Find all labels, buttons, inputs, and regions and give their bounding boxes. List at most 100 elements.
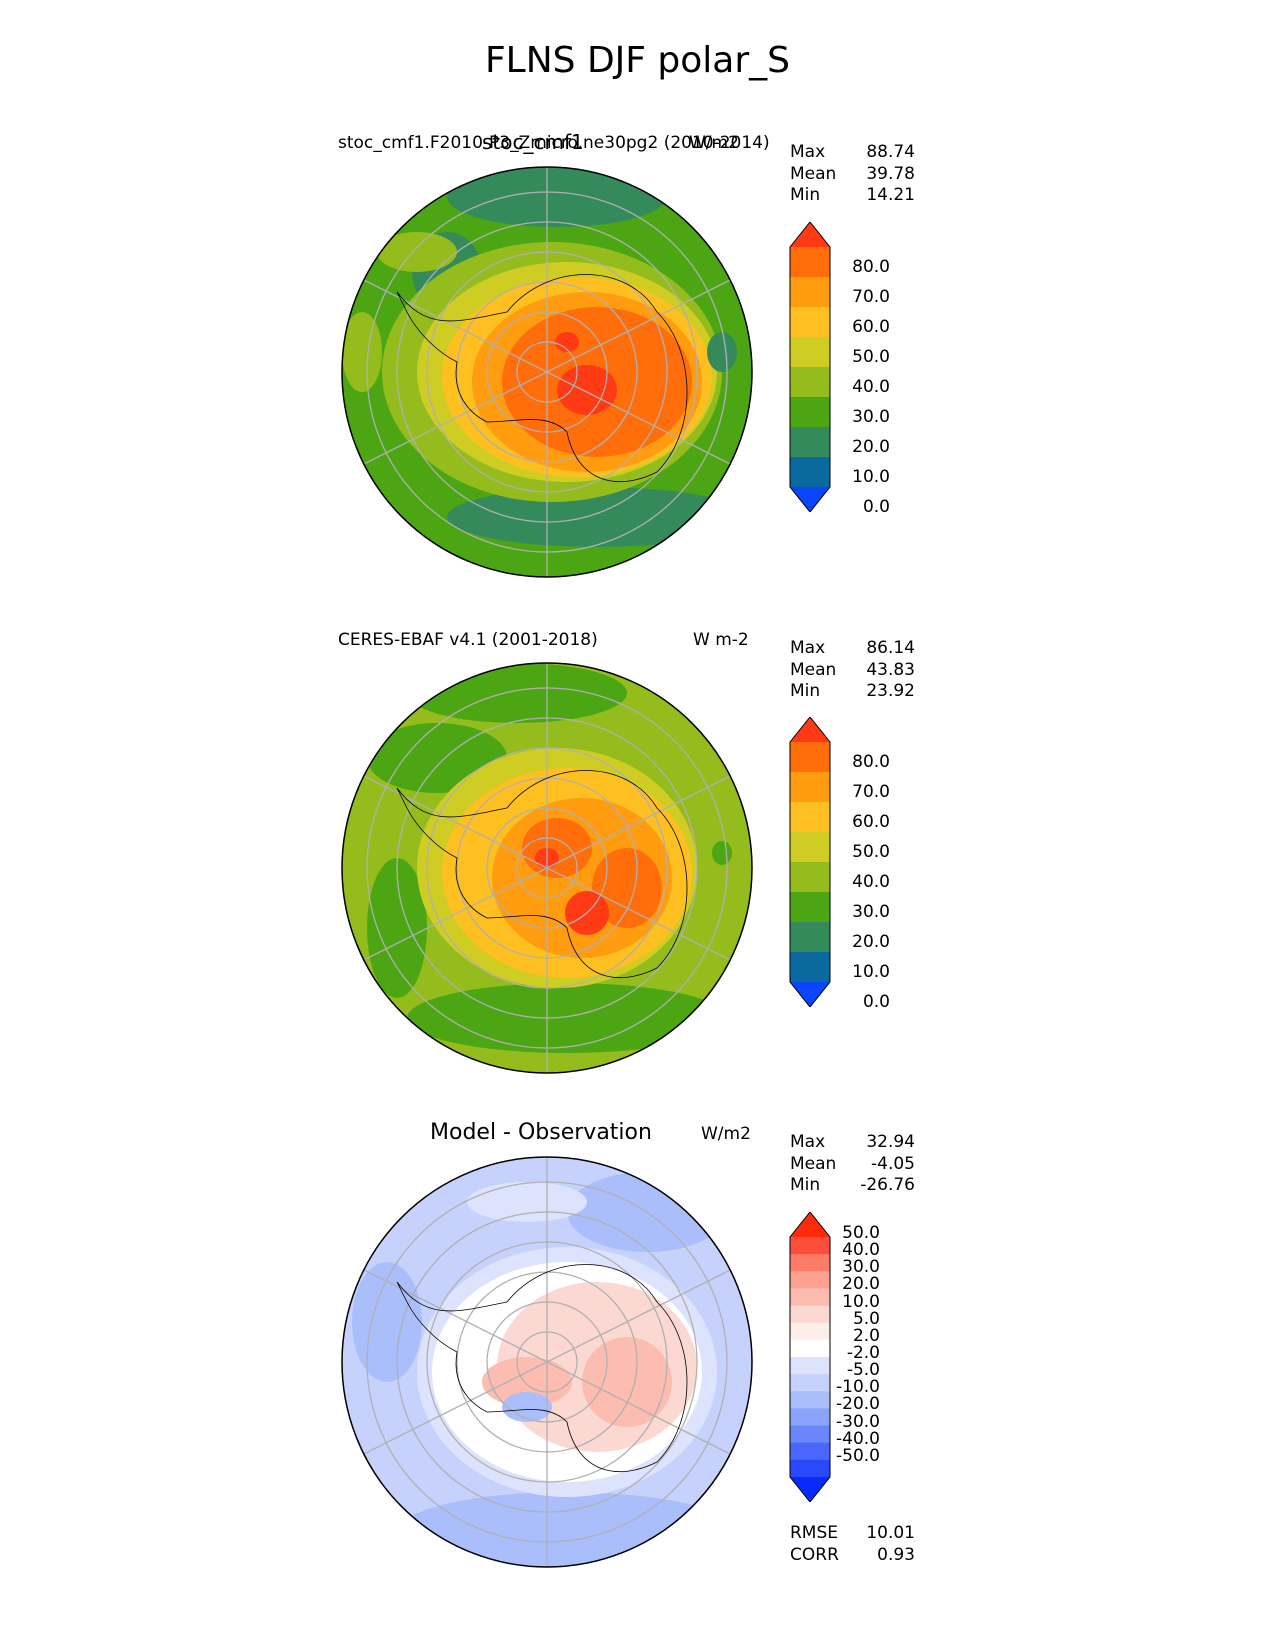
max-label: Max	[790, 142, 826, 162]
colorbar-segment	[790, 862, 830, 893]
colorbar-tick-label: 2.0	[852, 1325, 880, 1346]
observation-panel: CERES-EBAF v4.1 (2001-2018) W m-2 Max 86.…	[0, 0, 1275, 1074]
colorbar-segment	[790, 427, 830, 458]
colorbar-tick-label: 20.0	[842, 1274, 880, 1295]
corr-value: 0.93	[877, 1544, 915, 1565]
colorbar-tick-label: 20.0	[852, 932, 890, 952]
min-value: 23.92	[866, 681, 915, 701]
colorbar-tick-label: -2.0	[846, 1342, 880, 1363]
figure-title: FLNS DJF polar_S	[484, 40, 791, 81]
mean-value: -4.05	[871, 1153, 915, 1174]
colorbar-segment	[790, 922, 830, 953]
colorbar-tick-label: 40.0	[852, 872, 890, 892]
colorbar-tick-label: 50.0	[842, 1223, 880, 1243]
model-units-label: W/m2	[689, 133, 739, 153]
max-value: 32.94	[866, 1132, 915, 1152]
mean-label: Mean	[790, 163, 837, 184]
model-polar-map	[341, 166, 753, 578]
colorbar-segment	[790, 1357, 830, 1375]
colorbar-segment	[790, 1271, 830, 1289]
colorbar-segment	[790, 802, 830, 833]
observation-colorbar-ticks: 80.0 70.0 60.0 50.0 40.0 30.0 20.0 10.0 0.0	[842, 747, 890, 1017]
difference-metrics: RMSE 10.01 CORR 0.93	[790, 1523, 915, 1566]
colorbar-tick-label: 30.0	[852, 407, 890, 427]
colorbar-tick-label: 30.0	[842, 1257, 880, 1278]
obs-case-label: CERES-EBAF v4.1 (2001-2018)	[338, 630, 598, 650]
colorbar-tick-label: -20.0	[836, 1394, 880, 1415]
obs-stats: Max 86.14 Mean 43.83 Min 23.92	[790, 638, 915, 703]
colorbar-segment	[790, 367, 830, 398]
colorbar-segment	[790, 1288, 830, 1307]
colorbar-tick-label: 80.0	[852, 257, 890, 277]
obs-units-label: W m-2	[693, 630, 749, 650]
colorbar-tick-label: 70.0	[852, 782, 890, 802]
colorbar-segment	[790, 952, 830, 983]
colorbar-segment	[790, 307, 830, 338]
max-label: Max	[790, 638, 826, 658]
difference-colorbar-ticks: 50.0 40.0 30.0 20.0 10.0 5.0 2.0 -2.0 -5.0 -10.0-…	[832, 1223, 880, 1466]
colorbar-extend-bottom	[790, 487, 830, 512]
colorbar-tick-label: 50.0	[852, 347, 890, 367]
max-value: 88.74	[866, 142, 915, 162]
colorbar-segment	[790, 1391, 830, 1409]
colorbar-outline	[789, 717, 831, 1007]
colorbar-tick-label: 60.0	[852, 812, 890, 832]
colorbar-segment	[790, 1322, 830, 1341]
colorbar-segment	[790, 1408, 830, 1427]
model-panel: stoc_cmf1.F2010-P3_Zmicro.ne30pg2 (2010-…	[0, 0, 1275, 578]
colorbar-segment	[790, 772, 830, 803]
colorbar-extend-top	[790, 717, 830, 742]
observation-polar-map	[341, 662, 753, 1074]
mean-value: 43.83	[866, 659, 915, 680]
colorbar-tick-label: 40.0	[852, 377, 890, 397]
colorbar-segment	[790, 742, 830, 773]
colorbar-segment	[790, 1459, 830, 1478]
colorbar-segment	[790, 397, 830, 428]
colorbar-extend-bottom	[790, 982, 830, 1007]
difference-polar-map	[341, 1156, 753, 1568]
difference-title: Model - Observation	[430, 1120, 652, 1145]
model-short-title: stoc_cmf1	[482, 130, 584, 154]
min-value: 14.21	[866, 185, 915, 205]
colorbar-tick-label: 70.0	[852, 287, 890, 307]
difference-panel: Model - Observation W/m2 Max 32.94 Mean -4…	[0, 0, 1275, 1568]
colorbar-outline	[789, 222, 831, 512]
colorbar-tick-label: 60.0	[852, 317, 890, 337]
colorbar-tick-label: 20.0	[852, 437, 890, 457]
colorbar-segment	[790, 832, 830, 863]
min-label: Min	[790, 681, 821, 701]
colorbar-segment	[790, 1305, 830, 1324]
colorbar-segment	[790, 1425, 830, 1444]
colorbar-extend-top	[790, 222, 830, 247]
colorbar-tick-label: -10.0	[836, 1377, 880, 1398]
mean-value: 39.78	[866, 163, 915, 184]
mean-label: Mean	[790, 659, 837, 680]
model-stats: Max 88.74 Mean 39.78 Min 14.21	[790, 142, 915, 207]
colorbar-segment	[790, 457, 830, 488]
model-colorbar-ticks: 80.0 70.0 60.0 50.0 40.0 30.0 20.0 10.0 0.0	[842, 252, 890, 522]
observation-colorbar	[789, 717, 831, 1007]
model-case-label: stoc_cmf1.F2010-P3_Zmicro.ne30pg2 (2010-…	[338, 133, 770, 153]
colorbar-segment	[790, 1339, 830, 1358]
max-value: 86.14	[866, 638, 915, 658]
rmse-value: 10.01	[866, 1523, 915, 1543]
colorbar-tick-label: -30.0	[836, 1411, 880, 1432]
difference-units-label: W/m2	[701, 1124, 751, 1144]
model-colorbar	[789, 222, 831, 512]
difference-stats: Max 32.94 Mean -4.05 Min -26.76	[790, 1132, 915, 1197]
difference-colorbar	[789, 1212, 831, 1502]
colorbar-tick-label: -40.0	[836, 1428, 880, 1449]
colorbar-tick-label: 10.0	[852, 962, 890, 982]
colorbar-segment	[790, 247, 830, 278]
max-label: Max	[790, 1132, 826, 1152]
colorbar-outline	[789, 1212, 831, 1502]
colorbar-segment	[790, 337, 830, 368]
colorbar-extend-bottom	[790, 1477, 830, 1502]
colorbar-tick-label: 50.0	[852, 842, 890, 862]
colorbar-tick-label: 80.0	[852, 752, 890, 772]
colorbar-tick-label: -50.0	[836, 1445, 880, 1466]
colorbar-segment	[790, 277, 830, 308]
colorbar-segment	[790, 1442, 830, 1461]
corr-label: CORR	[790, 1544, 839, 1565]
colorbar-tick-label: 10.0	[852, 467, 890, 487]
